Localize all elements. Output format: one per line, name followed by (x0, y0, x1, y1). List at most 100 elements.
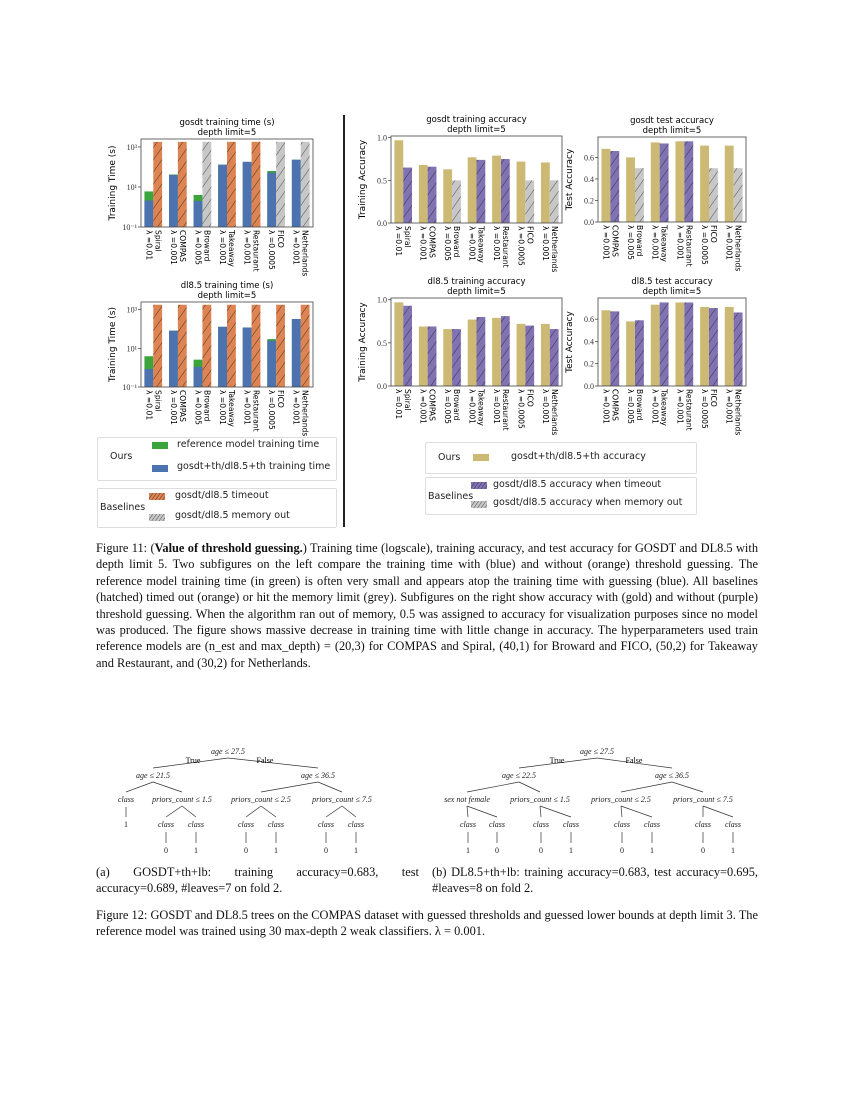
x-tick-dataset: Takeaway (477, 388, 486, 426)
legend-label: gosdt/dl8.5 memory out (175, 510, 290, 521)
x-tick-lambda: λ =0.001 (725, 225, 734, 260)
bar-guess-accuracy (443, 329, 453, 386)
x-tick-label: Netherlandsλ =0.001 (541, 226, 559, 272)
tree-node: class (725, 820, 741, 829)
x-tick-dataset: Restaurant (684, 225, 693, 267)
bar-baseline-timeout (452, 329, 461, 386)
tree-leaf-value: 1 (354, 846, 358, 855)
x-tick-label: FICOλ =0.0005 (700, 389, 718, 429)
x-tick-lambda: λ =0.001 (243, 230, 252, 265)
bar-baseline-timeout (476, 316, 486, 386)
bar-guess-accuracy (418, 165, 428, 223)
x-tick-lambda: λ =0.005 (626, 389, 635, 424)
x-tick-lambda: λ =0.001 (419, 389, 428, 424)
tree-edge (152, 757, 229, 769)
bar-baseline-memory-out (276, 141, 285, 227)
y-axis-label: Training Time (s) (108, 146, 118, 222)
bar-baseline-timeout (610, 150, 620, 222)
x-tick-lambda: λ =0.01 (394, 226, 403, 256)
bar-baseline-timeout (476, 159, 486, 223)
x-tick-lambda: λ =0.001 (292, 230, 301, 265)
bar-guess-accuracy (516, 161, 526, 223)
chart-frame (597, 136, 747, 223)
tree-node: priors_count ≤ 1.5 (509, 795, 570, 804)
tree-edge (466, 781, 520, 793)
bar-guess-accuracy (601, 310, 611, 386)
legend-time-baselines: Baselines gosdt/dl8.5 timeout gosdt/dl8.… (97, 488, 337, 528)
tree-node: sex not female (444, 795, 490, 804)
tree-false-label: False (257, 756, 274, 765)
legend-time-ours: Ours reference model training time gosdt… (97, 437, 337, 481)
x-tick-label: Restaurantλ =0.001 (492, 389, 510, 431)
x-tick-label: Netherlandsλ =0.001 (725, 225, 743, 271)
x-tick-label: Browardλ =0.005 (626, 225, 644, 260)
x-tick-dataset: Spiral (153, 230, 162, 252)
x-tick-dataset: Restaurant (252, 390, 261, 432)
bar-guess-time (218, 164, 227, 227)
x-tick-lambda: λ =0.001 (243, 390, 252, 425)
bar-baseline-memory-out (709, 168, 718, 222)
chart-subtitle: depth limit=5 (198, 291, 257, 301)
bar-guess-time (169, 174, 178, 227)
bar-guess-time (291, 159, 301, 227)
bar-guess-time (267, 172, 277, 227)
x-tick-lambda: λ =0.001 (292, 390, 301, 425)
y-tick-label: 0.0 (584, 218, 594, 227)
bar-guess-accuracy (700, 145, 709, 222)
chart-dl85-time: dl8.5 training time (s)depth limit=5 Trai… (108, 281, 314, 436)
subcaption-b: (b) DL8.5+th+lb: training accuracy=0.683… (432, 865, 758, 896)
x-tick-label: COMPASλ =0.001 (419, 389, 437, 424)
y-tick-label: 10¹ (127, 183, 138, 192)
bar-guess-accuracy (601, 148, 611, 222)
legend-swatch-purple-hatched (471, 482, 487, 489)
bar-guess-time (242, 161, 252, 227)
x-tick-dataset: Netherlands (734, 389, 743, 435)
bar-guess-accuracy (492, 317, 501, 386)
tree-node: class (348, 820, 364, 829)
tree-node: age ≤ 27.5 (211, 747, 245, 756)
tree-true-label: True (550, 756, 565, 765)
chart-frame (390, 135, 563, 224)
bar-guess-time (144, 200, 154, 227)
bar-baseline-timeout (733, 312, 743, 386)
bar-baseline-timeout (659, 143, 669, 222)
x-tick-dataset: Restaurant (501, 389, 510, 431)
tree-node: age ≤ 21.5 (136, 771, 170, 780)
x-tick-dataset: Netherlands (301, 390, 310, 436)
bar-guess-time (193, 200, 203, 227)
bar-guess-accuracy (626, 321, 635, 386)
bar-baseline-timeout (549, 329, 559, 386)
x-tick-dataset: Broward (635, 225, 644, 257)
tree-edge (165, 805, 183, 818)
bar-baseline-timeout (659, 302, 669, 386)
tree-node: priors_count ≤ 2.5 (230, 795, 291, 804)
tree-leaf-value: 1 (194, 846, 198, 855)
x-tick-dataset: COMPAS (428, 226, 437, 258)
subcaption-a: (a) GOSDT+th+lb: training accuracy=0.683… (96, 865, 419, 896)
tree-edge (539, 805, 572, 818)
bar-baseline-timeout (427, 166, 437, 223)
tree-edge (518, 781, 541, 793)
bar-baseline-timeout (153, 141, 163, 227)
tree-node: class (489, 820, 505, 829)
tree-leaf-value: 1 (274, 846, 278, 855)
y-tick-label: 10³ (127, 306, 138, 315)
x-tick-label: Restaurantλ =0.001 (243, 390, 261, 432)
bar-guess-accuracy (626, 157, 635, 222)
x-tick-lambda: λ =0.001 (651, 389, 660, 424)
y-tick-label: 10³ (127, 143, 138, 152)
chart-title: gosdt training time (s) (179, 118, 274, 128)
tree-node: age ≤ 36.5 (655, 771, 689, 780)
y-tick-label: 0.4 (584, 337, 594, 346)
x-tick-label: Restaurantλ =0.001 (675, 225, 693, 267)
x-tick-lambda: λ =0.01 (394, 389, 403, 419)
tree-edge (341, 805, 357, 818)
tree-node: class (238, 820, 254, 829)
x-tick-label: Spiralλ =0.01 (144, 230, 162, 260)
tree-edge (152, 781, 183, 793)
x-tick-label: Takeawayλ =0.001 (651, 224, 669, 262)
x-tick-lambda: λ =0.0005 (700, 225, 709, 265)
legend-group-label: Ours (110, 451, 133, 462)
x-tick-label: Spiralλ =0.01 (144, 390, 162, 420)
bar-baseline-timeout (525, 325, 535, 386)
